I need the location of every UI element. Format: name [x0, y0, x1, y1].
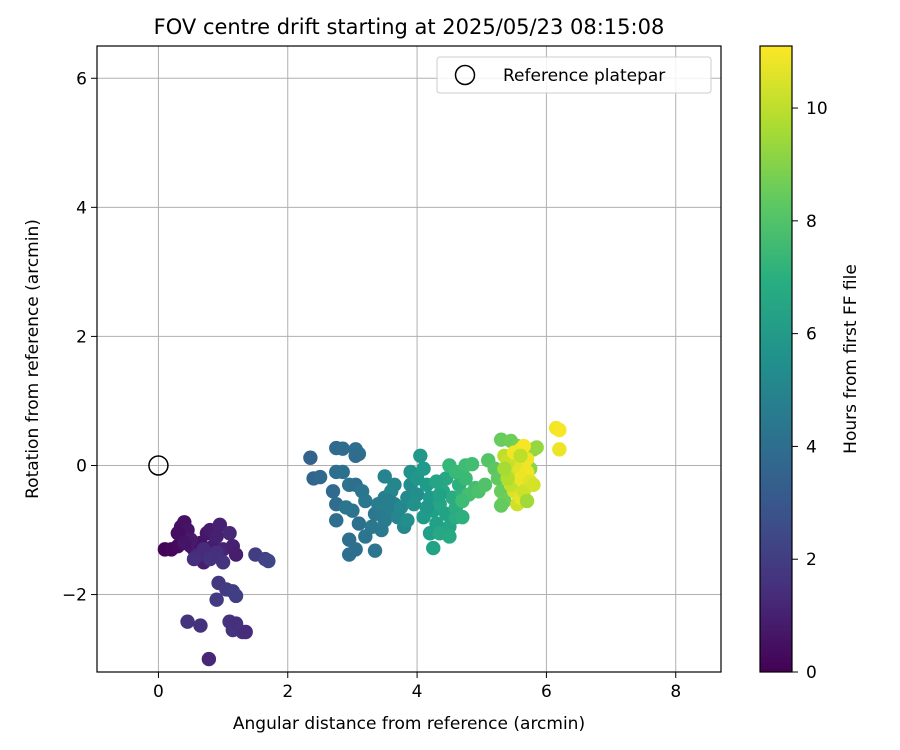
scatter-point — [201, 651, 217, 667]
x-tick-label: 2 — [282, 682, 293, 702]
scatter-point — [442, 529, 457, 544]
scatter-point — [377, 469, 392, 484]
scatter-point — [303, 450, 318, 465]
scatter-point — [351, 516, 367, 531]
scatter-point — [186, 551, 202, 567]
colorbar-tick-label: 10 — [806, 99, 828, 119]
chart-title: FOV centre drift starting at 2025/05/23 … — [154, 15, 665, 39]
y-tick-label: 4 — [76, 198, 87, 218]
scatter-point — [416, 461, 431, 476]
scatter-point — [364, 519, 380, 534]
scatter-point — [458, 471, 473, 486]
axis-ticks: 0 2 4 6 8 −2 0 2 4 6 — [62, 69, 681, 702]
colorbar-tick-label: 6 — [806, 325, 817, 345]
colorbar-gradient — [759, 45, 793, 673]
y-tick-label: 2 — [76, 327, 87, 347]
legend-label-reference: Reference platepar — [503, 66, 665, 86]
scatter-point — [261, 553, 276, 569]
colorbar-tick-label: 4 — [806, 437, 817, 457]
scatter-point — [455, 493, 470, 509]
scatter-point — [406, 497, 422, 512]
scatter-point — [338, 500, 354, 515]
scatter-point — [497, 461, 512, 476]
scatter-point — [413, 448, 428, 464]
scatter-point — [335, 464, 350, 480]
x-tick-label: 0 — [153, 682, 164, 702]
scatter-point — [455, 509, 470, 525]
legend: Reference platepar — [436, 56, 712, 94]
colorbar-tick-label: 0 — [806, 663, 817, 683]
plot-frame — [96, 45, 722, 673]
colorbar-tick-label: 8 — [806, 212, 817, 232]
scatter-point — [341, 532, 357, 547]
scatter-point — [400, 513, 415, 528]
y-axis-label: Rotation from reference (arcmin) — [23, 219, 43, 499]
legend-box — [436, 56, 712, 94]
scatter-point — [335, 441, 350, 456]
grid-lines — [97, 46, 721, 672]
y-tick-label: 0 — [76, 456, 87, 476]
scatter-point — [312, 469, 328, 485]
scatter-point — [180, 614, 195, 629]
colorbar-label: Hours from first FF file — [841, 264, 861, 454]
x-axis-label: Angular distance from reference (arcmin) — [233, 714, 585, 734]
scatter-point — [477, 477, 493, 493]
colorbar-ticks: 0 2 4 6 8 10 — [792, 99, 828, 683]
scatter-point — [228, 547, 244, 562]
scatter-point — [228, 588, 244, 604]
scatter-point — [419, 500, 434, 515]
scatter-point — [177, 535, 192, 551]
colorbar: 0 2 4 6 8 10 Hours from first FF file — [759, 45, 861, 683]
scatter-point — [193, 618, 208, 633]
scatter-point — [329, 513, 344, 528]
scatter-point — [432, 487, 447, 502]
scatter-point — [325, 484, 341, 499]
colorbar-tick-label: 2 — [806, 550, 817, 570]
legend-marker-reference — [454, 64, 476, 86]
scatter-point — [387, 477, 402, 493]
x-tick-label: 6 — [541, 682, 552, 702]
scatter-point — [464, 456, 480, 472]
scatter-point — [429, 474, 444, 489]
scatter-point — [238, 624, 253, 640]
scatter-point — [367, 543, 383, 558]
scatter-point — [513, 448, 528, 464]
scatter-point — [348, 448, 363, 464]
y-tick-label: −2 — [62, 586, 87, 606]
scatter-point — [493, 498, 509, 513]
scatter-point — [519, 493, 535, 509]
x-tick-label: 8 — [670, 682, 681, 702]
data-points — [157, 420, 567, 667]
scatter-point — [552, 442, 567, 457]
scatter-point — [529, 440, 544, 455]
y-tick-label: 6 — [76, 69, 87, 89]
scatter-point — [526, 477, 541, 493]
scatter-point — [552, 422, 567, 438]
scatter-point — [215, 555, 231, 570]
scatter-point — [212, 517, 228, 533]
scatter-point — [358, 493, 373, 509]
x-tick-label: 4 — [412, 682, 423, 702]
scatter-point — [209, 592, 224, 607]
scatter-point — [222, 526, 237, 541]
reference-platepar-marker — [148, 455, 169, 476]
scatter-point — [426, 540, 441, 556]
scatter-point — [209, 529, 224, 544]
scatter-point — [341, 547, 357, 562]
scatter-point — [380, 493, 396, 509]
